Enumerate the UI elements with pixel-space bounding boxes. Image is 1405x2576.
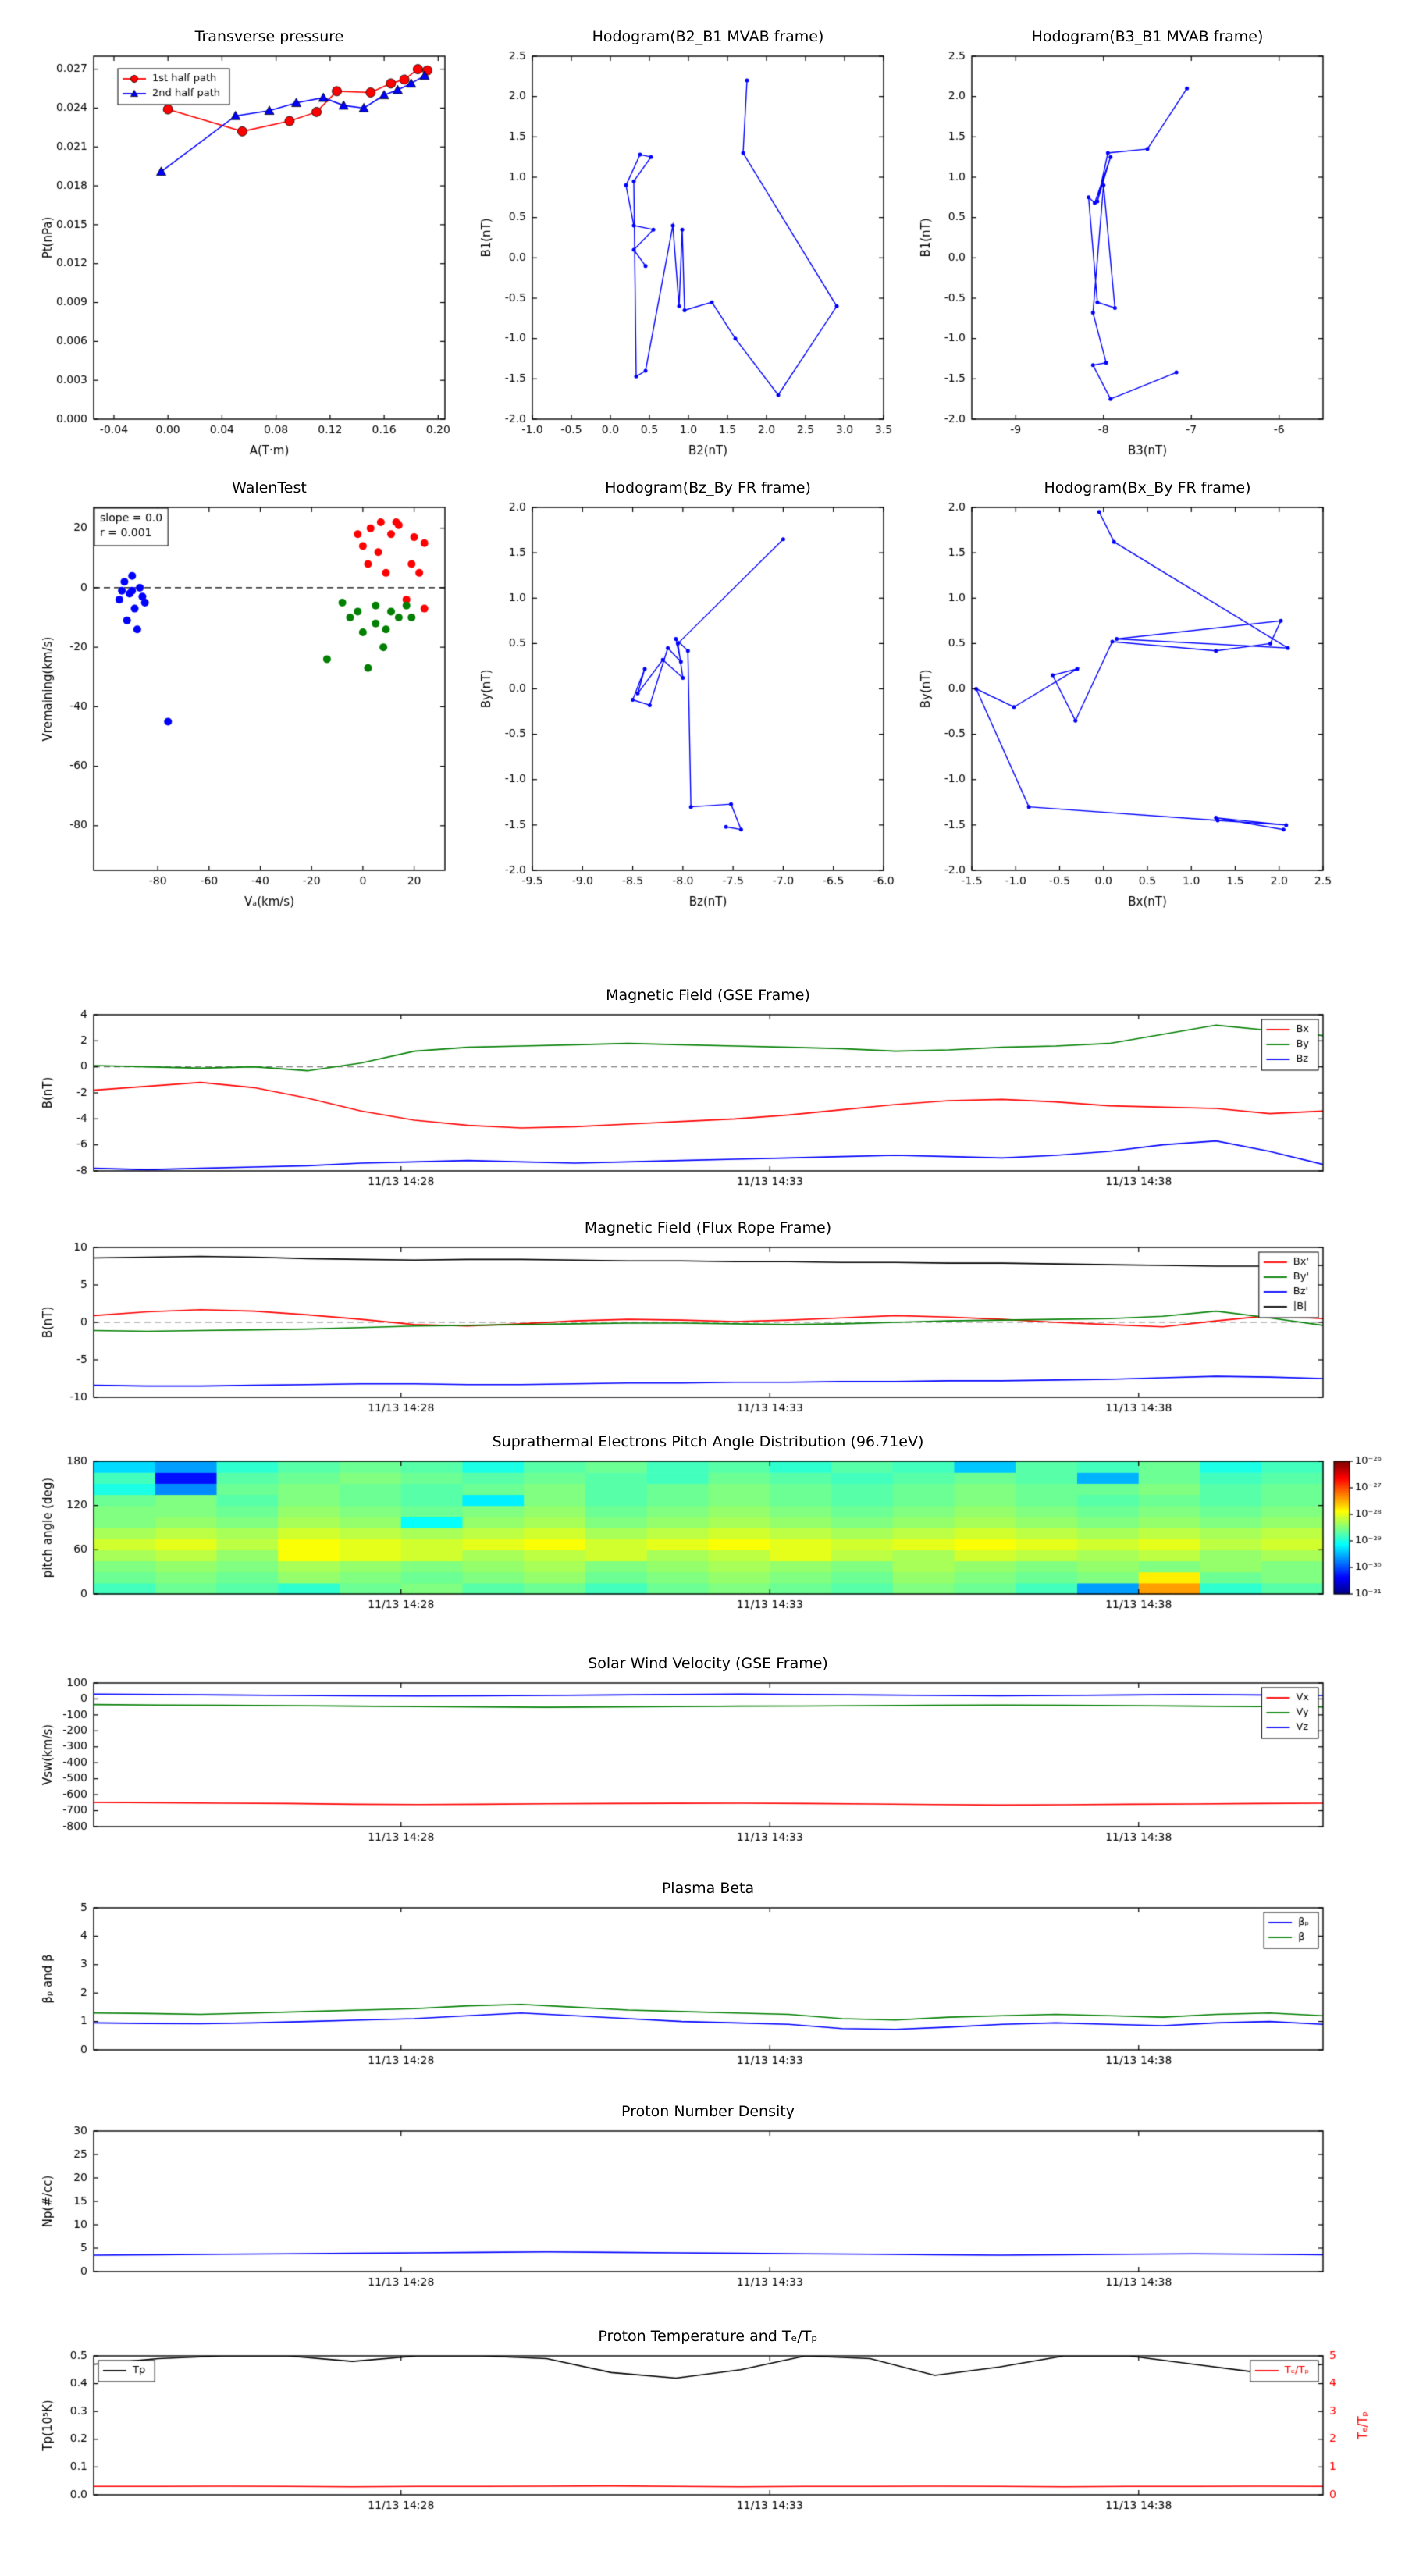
chart-title-hodogram-bxby: Hodogram(Bx_By FR frame) (1044, 479, 1251, 496)
chart-title-transverse-pressure: Transverse pressure (194, 28, 344, 45)
walen-test-chart (31, 500, 456, 925)
hodogram-b3b1-chart (909, 48, 1334, 474)
plasma-beta-chart (31, 1900, 1405, 2093)
chart-title-proton-density: Proton Number Density (621, 2103, 795, 2120)
proton-temperature-chart (31, 2348, 1405, 2538)
proton-density-chart (31, 2123, 1405, 2314)
chart-title-hodogram-b3b1: Hodogram(B3_B1 MVAB frame) (1031, 28, 1264, 45)
transverse-pressure-chart (31, 48, 456, 474)
chart-title-magnetic-field-fr: Magnetic Field (Flux Rope Frame) (584, 1219, 832, 1236)
chart-title-hodogram-bzby: Hodogram(Bz_By FR frame) (605, 479, 811, 496)
hodogram-bzby-chart (470, 500, 895, 925)
chart-title-walen-test: WalenTest (232, 479, 307, 496)
hodogram-b2b1-chart (470, 48, 895, 474)
chart-title-solar-wind-velocity: Solar Wind Velocity (GSE Frame) (588, 1655, 828, 1672)
chart-title-proton-temperature: Proton Temperature and Tₑ/Tₚ (598, 2328, 818, 2345)
solar-wind-velocity-chart (31, 1675, 1405, 1870)
pitch-angle-distribution-chart (31, 1453, 1405, 1637)
chart-title-hodogram-b2b1: Hodogram(B2_B1 MVAB frame) (592, 28, 824, 45)
magnetic-field-gse-chart (31, 1007, 1405, 1214)
chart-title-plasma-beta: Plasma Beta (661, 1880, 755, 1897)
chart-title-magnetic-field-gse: Magnetic Field (GSE Frame) (606, 987, 810, 1004)
magnetic-field-fr-chart (31, 1240, 1405, 1440)
hodogram-bxby-chart (909, 500, 1334, 925)
chart-title-pitch-angle: Suprathermal Electrons Pitch Angle Distr… (492, 1433, 924, 1450)
